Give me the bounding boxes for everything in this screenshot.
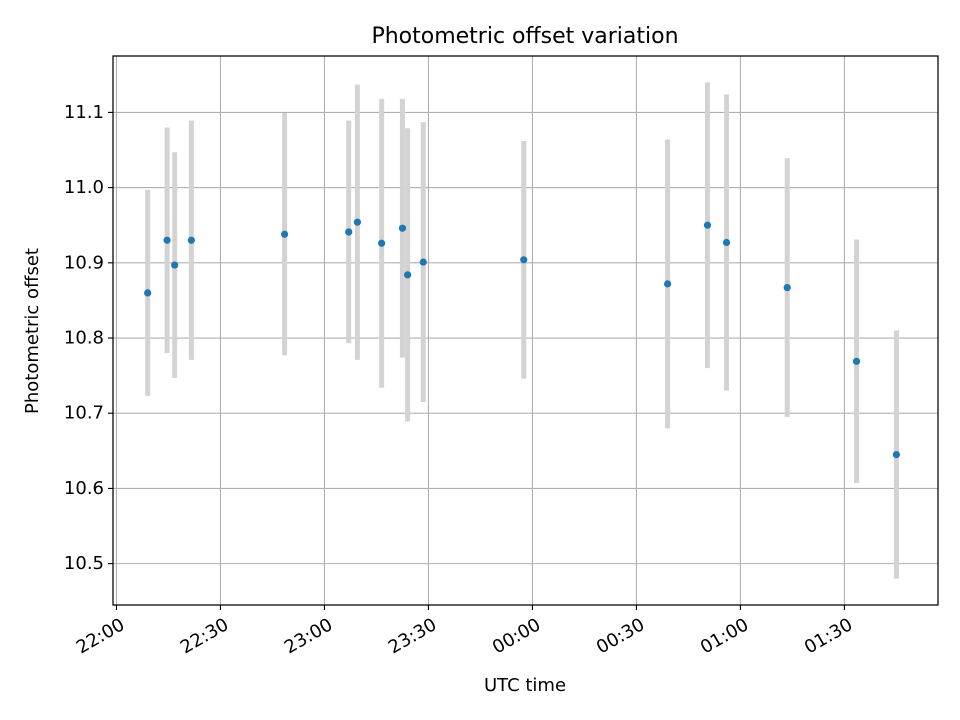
y-tick-label: 10.7 bbox=[64, 403, 104, 424]
chart-title: Photometric offset variation bbox=[371, 24, 678, 49]
y-tick-label: 10.8 bbox=[64, 328, 104, 349]
data-point bbox=[520, 256, 528, 264]
y-tick-label: 10.9 bbox=[64, 252, 104, 273]
y-tick-label: 10.5 bbox=[64, 553, 104, 574]
data-point bbox=[703, 221, 712, 229]
y-axis-ticks: 10.5 10.6 10.7 10.8 10.9 11.0 11.1 bbox=[64, 102, 113, 574]
y-tick-label: 11.0 bbox=[64, 177, 104, 198]
data-point bbox=[171, 261, 179, 269]
data-point bbox=[398, 224, 407, 232]
data-point bbox=[280, 230, 289, 238]
data-point bbox=[187, 236, 195, 244]
plot-frame bbox=[112, 55, 939, 606]
data-point bbox=[404, 271, 412, 279]
data-point bbox=[345, 228, 353, 236]
y-tick-label: 10.6 bbox=[64, 478, 104, 499]
x-axis-label: UTC time bbox=[484, 675, 566, 696]
data-point bbox=[783, 284, 791, 292]
y-tick-label: 11.1 bbox=[64, 102, 104, 123]
data-point bbox=[353, 218, 361, 226]
data-point bbox=[664, 280, 672, 288]
data-point bbox=[722, 238, 731, 247]
data-point bbox=[852, 357, 861, 365]
y-axis-label: Photometric offset bbox=[22, 248, 43, 414]
data-point bbox=[419, 258, 427, 266]
data-point bbox=[378, 239, 386, 247]
data-point bbox=[892, 450, 901, 459]
data-points bbox=[144, 218, 901, 459]
data-point bbox=[163, 236, 171, 244]
data-point bbox=[144, 289, 152, 297]
